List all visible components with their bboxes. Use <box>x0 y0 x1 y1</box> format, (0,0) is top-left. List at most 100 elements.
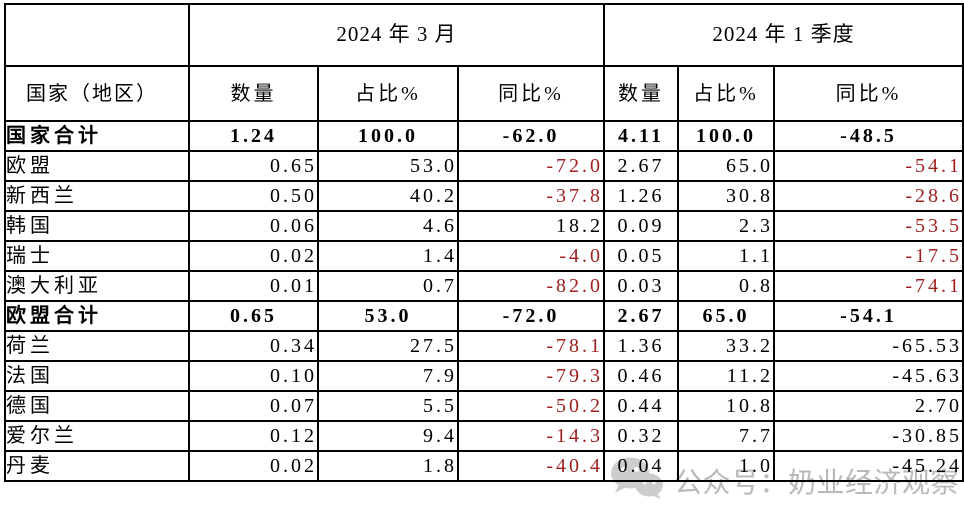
cell-value: -62.0 <box>457 120 605 152</box>
cell-value: 0.65 <box>188 150 319 182</box>
cell-value: 33.2 <box>677 330 775 362</box>
cell-value: -65.53 <box>772 330 964 362</box>
row-label: 丹麦 <box>4 450 190 482</box>
cell-value: 10.8 <box>677 390 775 422</box>
cell-value: 40.2 <box>317 180 459 212</box>
cell-value: 0.50 <box>188 180 319 212</box>
row-label: 国家合计 <box>4 120 190 152</box>
cell-value: 9.4 <box>317 420 459 452</box>
row-label: 韩国 <box>4 210 190 242</box>
blank-corner-cell <box>4 3 190 67</box>
table-row: 德国 0.07 5.5 -50.2 0.44 10.8 2.70 <box>4 390 964 422</box>
cell-value: 0.05 <box>603 240 679 272</box>
cell-value: 1.24 <box>188 120 319 152</box>
cell-value: 0.12 <box>188 420 319 452</box>
table-row: 法国 0.10 7.9 -79.3 0.46 11.2 -45.63 <box>4 360 964 392</box>
period-q1-header: 2024 年 1 季度 <box>602 3 964 67</box>
cell-value: 2.70 <box>772 390 964 422</box>
cell-value: 1.4 <box>317 240 459 272</box>
cell-value: -54.1 <box>772 150 964 182</box>
table-row: 新西兰 0.50 40.2 -37.8 1.26 30.8 -28.6 <box>4 180 964 212</box>
cell-value: -50.2 <box>457 390 605 422</box>
cell-value: 7.9 <box>317 360 459 392</box>
table-row: 瑞士 0.02 1.4 -4.0 0.05 1.1 -17.5 <box>4 240 964 272</box>
table-row: 欧盟合计 0.65 53.0 -72.0 2.67 65.0 -54.1 <box>4 300 964 332</box>
cell-value: 11.2 <box>677 360 775 392</box>
cell-value: 2.3 <box>677 210 775 242</box>
cell-value: 100.0 <box>317 120 459 152</box>
cell-value: -28.6 <box>772 180 964 212</box>
table-row: 国家合计 1.24 100.0 -62.0 4.11 100.0 -48.5 <box>4 120 964 152</box>
cell-value: 65.0 <box>677 300 775 332</box>
cell-value: 4.6 <box>317 210 459 242</box>
column-header-row: 国家（地区） 数量 占比% 同比% 数量 占比% 同比% <box>4 65 964 122</box>
cell-value: 0.46 <box>603 360 679 392</box>
cell-value: -14.3 <box>457 420 605 452</box>
cell-value: -54.1 <box>772 300 964 332</box>
cell-value: -78.1 <box>457 330 605 362</box>
cell-value: 0.44 <box>603 390 679 422</box>
cell-value: 4.11 <box>603 120 679 152</box>
qty-column-header-march: 数量 <box>188 65 319 122</box>
cell-value: -53.5 <box>772 210 964 242</box>
cell-value: 0.09 <box>603 210 679 242</box>
yoy-column-header-q1: 同比% <box>772 65 964 122</box>
cell-value: 0.06 <box>188 210 319 242</box>
cell-value: 100.0 <box>677 120 775 152</box>
cell-value: -37.8 <box>457 180 605 212</box>
row-label: 荷兰 <box>4 330 190 362</box>
cell-value: 53.0 <box>317 150 459 182</box>
qty-column-header-q1: 数量 <box>603 65 679 122</box>
table-row: 韩国 0.06 4.6 18.2 0.09 2.3 -53.5 <box>4 210 964 242</box>
table-row: 荷兰 0.34 27.5 -78.1 1.36 33.2 -65.53 <box>4 330 964 362</box>
table-row: 爱尔兰 0.12 9.4 -14.3 0.32 7.7 -30.85 <box>4 420 964 452</box>
cell-value: 0.07 <box>188 390 319 422</box>
cell-value: -79.3 <box>457 360 605 392</box>
cell-value: -17.5 <box>772 240 964 272</box>
cell-value: 2.67 <box>603 300 679 332</box>
cell-value: 27.5 <box>317 330 459 362</box>
share-column-header-march: 占比% <box>317 65 459 122</box>
row-label: 爱尔兰 <box>4 420 190 452</box>
cell-value: 1.0 <box>677 450 775 482</box>
country-column-header: 国家（地区） <box>4 65 190 122</box>
cell-value: 18.2 <box>457 210 605 242</box>
row-label: 瑞士 <box>4 240 190 272</box>
cell-value: 0.32 <box>603 420 679 452</box>
row-label: 欧盟 <box>4 150 190 182</box>
cell-value: -30.85 <box>772 420 964 452</box>
period-header-row: 2024 年 3 月 2024 年 1 季度 <box>4 3 964 67</box>
cell-value: 5.5 <box>317 390 459 422</box>
period-march-header: 2024 年 3 月 <box>188 3 605 67</box>
cell-value: 1.1 <box>677 240 775 272</box>
cell-value: 0.10 <box>188 360 319 392</box>
cell-value: -45.63 <box>772 360 964 392</box>
dairy-import-table: 2024 年 3 月 2024 年 1 季度 国家（地区） 数量 占比% 同比%… <box>4 3 964 482</box>
cell-value: 0.04 <box>603 450 679 482</box>
cell-value: 0.03 <box>603 270 679 302</box>
share-column-header-q1: 占比% <box>677 65 775 122</box>
table-row: 丹麦 0.02 1.8 -40.4 0.04 1.0 -45.24 <box>4 450 964 482</box>
row-label: 欧盟合计 <box>4 300 190 332</box>
cell-value: 0.01 <box>188 270 319 302</box>
cell-value: -45.24 <box>772 450 964 482</box>
cell-value: -48.5 <box>772 120 964 152</box>
row-label: 新西兰 <box>4 180 190 212</box>
row-label: 法国 <box>4 360 190 392</box>
cell-value: -40.4 <box>457 450 605 482</box>
cell-value: 0.02 <box>188 240 319 272</box>
cell-value: 65.0 <box>677 150 775 182</box>
cell-value: 0.8 <box>677 270 775 302</box>
cell-value: -74.1 <box>772 270 964 302</box>
cell-value: 0.65 <box>188 300 319 332</box>
cell-value: 2.67 <box>603 150 679 182</box>
cell-value: -82.0 <box>457 270 605 302</box>
cell-value: 1.8 <box>317 450 459 482</box>
row-label: 德国 <box>4 390 190 422</box>
cell-value: 1.36 <box>603 330 679 362</box>
cell-value: -72.0 <box>457 150 605 182</box>
cell-value: 1.26 <box>603 180 679 212</box>
cell-value: 30.8 <box>677 180 775 212</box>
cell-value: -72.0 <box>457 300 605 332</box>
